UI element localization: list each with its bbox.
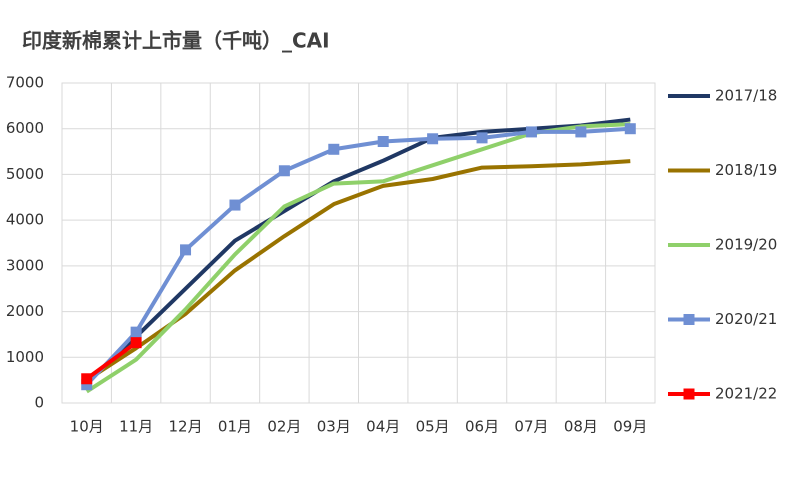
chart-title: 印度新棉累计上市量（千吨）_CAI	[22, 29, 330, 53]
x-tick-label: 08月	[564, 418, 598, 436]
legend-label: 2020/21	[715, 310, 777, 328]
series-marker	[476, 132, 488, 144]
series-marker	[328, 143, 340, 155]
y-tick-label: 0	[34, 394, 44, 412]
series-line	[85, 341, 138, 381]
series-marker	[278, 165, 290, 177]
y-tick-label: 4000	[6, 211, 44, 229]
x-tick-label: 07月	[514, 418, 548, 436]
y-tick-label: 2000	[6, 302, 44, 320]
y-tick-label: 7000	[6, 74, 44, 92]
y-tick-label: 5000	[6, 165, 44, 183]
x-tick-label: 10月	[70, 418, 104, 436]
x-tick-label: 04月	[366, 418, 400, 436]
series-line	[85, 117, 631, 384]
x-tick-label: 06月	[465, 418, 499, 436]
y-tick-label: 6000	[6, 119, 44, 137]
series-marker	[81, 373, 93, 385]
x-tick-label: 01月	[218, 418, 252, 436]
series-marker	[575, 126, 587, 138]
y-tick-label: 3000	[6, 256, 44, 274]
series-line	[85, 126, 631, 387]
x-tick-label: 09月	[613, 418, 647, 436]
series-marker	[130, 326, 142, 338]
x-tick-label: 03月	[317, 418, 351, 436]
series-marker	[427, 133, 439, 145]
legend-label: 2018/19	[715, 161, 777, 179]
legend-marker	[683, 314, 695, 325]
series-marker	[377, 136, 389, 148]
series-marker	[81, 379, 93, 391]
plot-border	[61, 82, 656, 404]
legend-label: 2021/22	[715, 385, 777, 403]
x-tick-label: 05月	[416, 418, 450, 436]
legend-label: 2019/20	[715, 236, 777, 254]
series-marker	[180, 244, 192, 256]
series-marker	[624, 123, 636, 135]
x-tick-label: 11月	[119, 418, 153, 436]
legend-marker	[683, 388, 695, 400]
legend-label: 2017/18	[715, 87, 777, 105]
y-tick-label: 1000	[6, 348, 44, 366]
x-tick-label: 02月	[267, 418, 301, 436]
series-marker	[525, 126, 537, 138]
x-tick-label: 12月	[168, 418, 202, 436]
series-marker	[130, 337, 142, 349]
series-marker	[229, 199, 241, 211]
